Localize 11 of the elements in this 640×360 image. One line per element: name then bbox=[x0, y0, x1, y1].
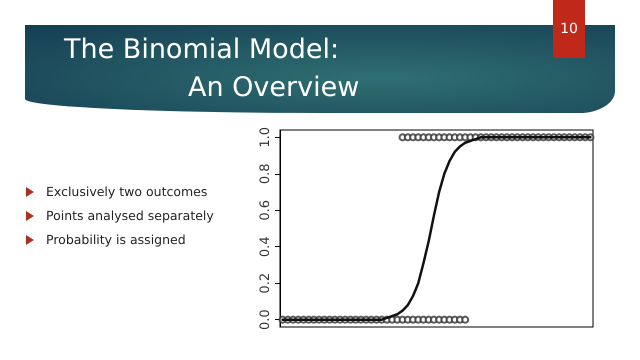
text: Exclusively two outcomes bbox=[46, 184, 208, 199]
y-tick-label: 0.4 bbox=[258, 236, 273, 258]
y-tick-label: 0.6 bbox=[258, 200, 273, 221]
text: 10 bbox=[553, 0, 585, 58]
y-tick-label: 0.0 bbox=[258, 309, 273, 330]
y-tick-label: 0.2 bbox=[258, 272, 273, 294]
chart-title: The Binomial Model: An Overview bbox=[64, 34, 360, 103]
text: Points analysed separately bbox=[46, 208, 214, 223]
text: Probability is assigned bbox=[46, 232, 186, 247]
y-tick-label: 1.0 bbox=[258, 126, 273, 148]
y-tick-label: 0.8 bbox=[258, 163, 273, 184]
